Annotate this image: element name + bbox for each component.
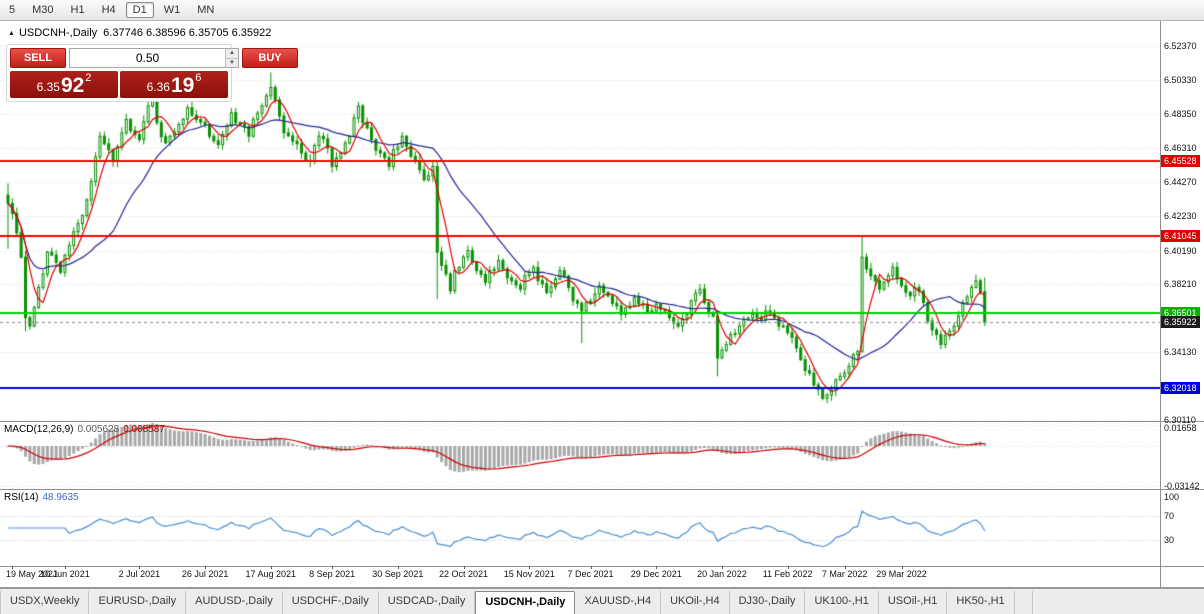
tab-eurusd-daily[interactable]: EURUSD-,Daily — [89, 591, 187, 614]
buy-button[interactable]: BUY — [242, 48, 298, 68]
ask-pipette: 6 — [195, 72, 202, 84]
timeframe-h4-button[interactable]: H4 — [101, 4, 116, 16]
timeframe-m30-button[interactable]: M30 — [32, 4, 54, 16]
volume-spinner: ▲ ▼ — [225, 49, 238, 67]
ask-quote-button[interactable]: 6.36 19 6 — [120, 71, 228, 98]
macd-canvas[interactable] — [0, 422, 1160, 489]
tab-hk50-h1[interactable]: HK50-,H1 — [947, 591, 1015, 614]
timeframe-toolbar: 5 M30 H1 H4 D1 W1 MN — [0, 0, 1204, 21]
tab-partial[interactable] — [1015, 591, 1033, 614]
bid-pipette: 2 — [85, 72, 92, 84]
bid-quote-button[interactable]: 6.35 92 2 — [10, 71, 118, 98]
one-click-trading-panel: SELL ▲ ▼ BUY 6.35 92 2 6.36 19 6 — [6, 44, 298, 102]
macd-pane-separator — [0, 421, 1204, 422]
volume-input[interactable] — [70, 49, 225, 67]
ask-prefix: 6.36 — [146, 80, 170, 94]
bid-prefix: 6.35 — [36, 80, 60, 94]
tab-usdcad-daily[interactable]: USDCAD-,Daily — [379, 591, 476, 614]
rsi-name: RSI(14) — [4, 492, 39, 503]
tab-usdcnh-daily[interactable]: USDCNH-,Daily — [475, 591, 576, 614]
macd-signal-value: 0.008587 — [123, 424, 165, 435]
tab-ukoil-h4[interactable]: UKOil-,H4 — [661, 591, 730, 614]
volume-up-icon[interactable]: ▲ — [226, 49, 238, 59]
chart-symbol-label: USDCNH-,Daily — [18, 27, 98, 39]
volume-field: ▲ ▼ — [69, 48, 239, 68]
rsi-pane-separator — [0, 489, 1204, 490]
tab-usoil-h1[interactable]: USOil-,H1 — [879, 591, 948, 614]
sell-button[interactable]: SELL — [10, 48, 66, 68]
collapse-arrow-icon[interactable]: ▲ — [8, 30, 15, 37]
macd-name: MACD(12,26,9) — [4, 424, 74, 435]
timeframe-h1-button[interactable]: H1 — [70, 4, 85, 16]
tab-dj30-daily[interactable]: DJ30-,Daily — [730, 591, 806, 614]
date-axis-separator — [0, 566, 1204, 567]
tab-uk100-h1[interactable]: UK100-,H1 — [805, 591, 879, 614]
ask-big-digits: 19 — [170, 74, 195, 97]
timeframe-5-button[interactable]: 5 — [9, 4, 16, 16]
tab-audusd-daily[interactable]: AUDUSD-,Daily — [186, 591, 283, 614]
price-axis-border — [1160, 21, 1161, 587]
bid-big-digits: 92 — [60, 74, 85, 97]
volume-down-icon[interactable]: ▼ — [226, 58, 238, 67]
timeframe-w1-button[interactable]: W1 — [163, 4, 181, 16]
tab-usdchf-daily[interactable]: USDCHF-,Daily — [283, 591, 379, 614]
chart-tab-bar: USDX,Weekly EURUSD-,Daily AUDUSD-,Daily USD… — [0, 588, 1204, 614]
tab-xauusd-h4[interactable]: XAUUSD-,H4 — [575, 591, 662, 614]
rsi-indicator-label: RSI(14) 48.9635 — [4, 492, 79, 503]
timeframe-mn-button[interactable]: MN — [197, 4, 215, 16]
chart-title: ▲ USDCNH-,Daily 6.37746 6.38596 6.35705 6.… — [8, 27, 271, 39]
tab-usdx-weekly[interactable]: USDX,Weekly — [0, 591, 90, 614]
chart-ohlc-values: 6.37746 6.38596 6.35705 6.35922 — [103, 27, 272, 39]
rsi-canvas[interactable] — [0, 490, 1160, 566]
rsi-value: 48.9635 — [42, 492, 79, 503]
macd-indicator-label: MACD(12,26,9) 0.005628 0.008587 — [4, 424, 165, 435]
timeframe-d1-button[interactable]: D1 — [125, 2, 154, 18]
macd-value: 0.005628 — [77, 424, 120, 435]
